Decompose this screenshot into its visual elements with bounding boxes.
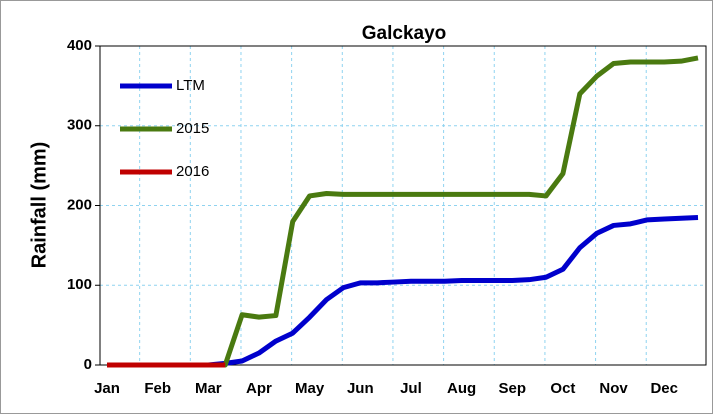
legend-label: 2016 (176, 163, 209, 180)
y-tick-label: 400 (67, 37, 92, 54)
y-tick-label: 0 (84, 356, 92, 373)
legend-label: 2015 (176, 120, 209, 137)
x-tick-label: Dec (650, 380, 678, 397)
x-tick-label: Mar (195, 380, 222, 397)
legend-label: LTM (176, 77, 205, 94)
plot-area (99, 45, 707, 366)
y-axis-label: Rainfall (mm) (28, 142, 50, 269)
x-tick-label: Sep (498, 380, 526, 397)
x-tick-label: Nov (599, 380, 628, 397)
x-tick-label: May (295, 380, 325, 397)
chart-title: Galckayo (362, 23, 447, 44)
x-tick-label: Aug (447, 380, 476, 397)
y-tick-label: 100 (67, 276, 92, 293)
x-tick-label: Apr (246, 380, 272, 397)
x-tick-label: Feb (144, 380, 171, 397)
x-tick-label: Oct (550, 380, 575, 397)
x-tick-label: Jun (347, 380, 374, 397)
y-tick-label: 200 (67, 196, 92, 213)
x-tick-label: Jan (94, 380, 120, 397)
y-tick-label: 300 (67, 117, 92, 134)
x-tick-label: Jul (400, 380, 422, 397)
